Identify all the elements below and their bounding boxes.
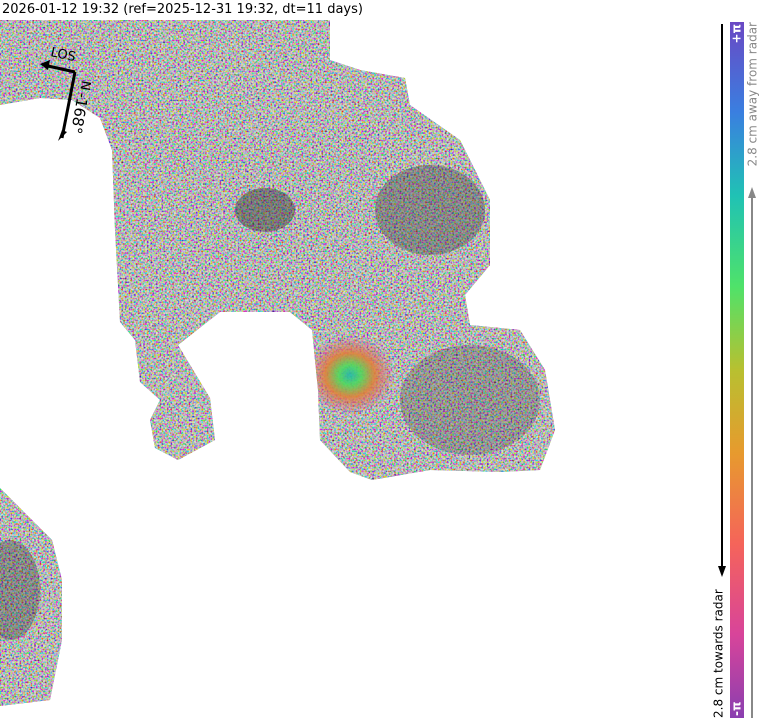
header-title: 2026-01-12 19:32 (ref=2025-12-31 19:32, … <box>2 2 363 17</box>
los-arrow <box>47 64 76 74</box>
shadow-area <box>0 540 40 640</box>
compass: LOS N -168° <box>40 45 93 141</box>
colorbar-min-label: -π <box>730 702 744 716</box>
towards-label: 2.8 cm towards radar <box>712 589 726 718</box>
shadow-area <box>400 345 540 455</box>
away-arrowhead <box>748 187 756 198</box>
los-arrowhead <box>40 60 50 70</box>
north-label: N <box>76 79 92 91</box>
north-arrowhead <box>58 130 67 141</box>
shadow-area <box>375 165 485 255</box>
colorbar-gradient <box>730 22 744 718</box>
colorbar: +π -π 2.8 cm towards radar 2.8 cm away f… <box>712 22 760 718</box>
away-label: 2.8 cm away from radar <box>746 22 760 166</box>
north-arrow <box>60 71 77 139</box>
los-label: LOS <box>49 45 77 65</box>
towards-arrowhead <box>718 566 726 577</box>
colorbar-max-label: +π <box>730 24 744 44</box>
deformation-signal <box>305 335 395 415</box>
crater <box>235 188 295 232</box>
